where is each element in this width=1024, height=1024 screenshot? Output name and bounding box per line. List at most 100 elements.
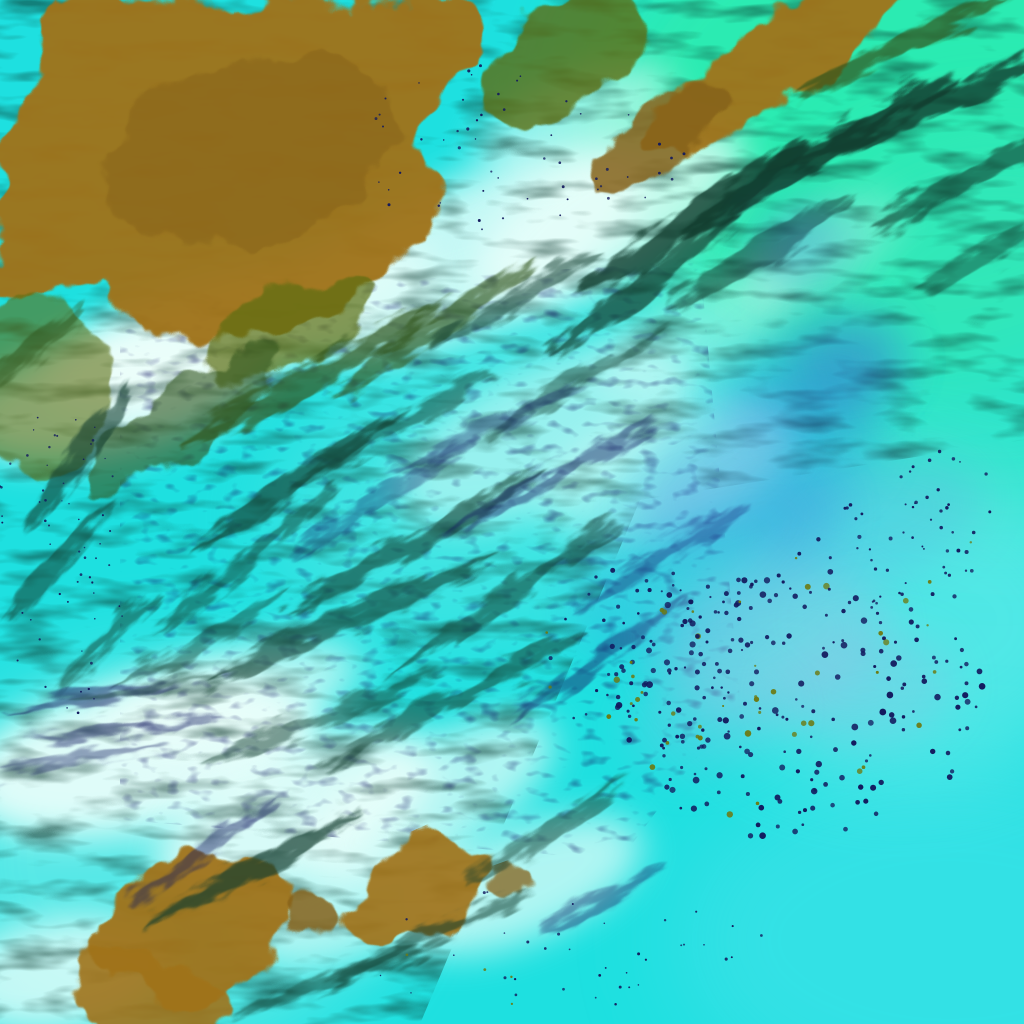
speckle-dot: [789, 587, 792, 590]
speckle-dot: [632, 704, 635, 708]
speckle-dot: [16, 659, 19, 662]
speckle-dot: [627, 714, 632, 719]
speckle-dot: [779, 764, 786, 771]
speckle-dot: [83, 556, 87, 559]
speckle-dot: [945, 549, 950, 553]
dark-streak: [148, 810, 362, 926]
speckle-dot: [786, 633, 792, 639]
speckle-dot: [856, 768, 863, 774]
speckle-dot: [899, 475, 903, 479]
speckle-dot: [66, 600, 69, 603]
speckle-dot: [942, 565, 946, 569]
dark-streak: [235, 944, 425, 1016]
speckle-dot: [613, 676, 620, 683]
speckle-dot: [962, 692, 969, 699]
dark-streak: [433, 247, 607, 349]
speckle-dot: [510, 1002, 514, 1006]
speckle-dot: [669, 786, 676, 793]
speckle-dot: [857, 534, 862, 539]
speckle-dot: [934, 660, 939, 664]
speckle-dot: [101, 514, 104, 517]
speckle-dot: [41, 489, 45, 492]
speckle-dot: [713, 676, 716, 680]
speckle-dot: [104, 457, 106, 460]
speckle-dot: [783, 750, 786, 753]
speckle-dot: [664, 784, 670, 790]
speckle-dot: [888, 536, 893, 541]
speckle-dot: [988, 510, 992, 514]
speckle-dot: [675, 734, 680, 739]
speckle-dot: [851, 740, 857, 746]
speckle-dot: [607, 672, 611, 676]
speckle-dot: [687, 720, 693, 727]
speckle-dot: [875, 670, 879, 674]
speckle-dot: [811, 709, 816, 714]
speckle-dot: [662, 737, 667, 743]
speckle-dot: [646, 647, 652, 654]
speckle-dot: [755, 801, 760, 806]
speckle-dot: [914, 500, 918, 505]
dark-streak: [156, 482, 344, 634]
speckle-dot: [814, 670, 820, 676]
dark-streak: [203, 554, 497, 686]
dark-streak: [913, 210, 1024, 290]
speckle-dot: [978, 682, 986, 690]
speckle-dot: [792, 593, 798, 599]
speckle-dot: [824, 613, 828, 617]
speckle-dot: [749, 681, 755, 687]
speckle-dot: [0, 485, 1, 488]
speckle-dot: [809, 735, 813, 739]
speckle-dot: [959, 461, 961, 463]
speckle-dot: [958, 728, 962, 732]
dark-streak: [533, 866, 667, 938]
speckle-dot: [911, 465, 915, 469]
speckle-dot: [753, 669, 760, 675]
speckle-dot: [841, 639, 845, 643]
speckle-dot: [936, 488, 940, 492]
speckle-dot: [969, 541, 973, 544]
speckle-dot: [62, 482, 65, 485]
speckle-dot: [497, 92, 500, 96]
speckle-dot: [781, 715, 785, 719]
speckle-dot: [770, 640, 776, 646]
speckle-dot: [594, 996, 597, 999]
speckle-dot: [680, 944, 683, 947]
speckle-dot: [860, 617, 868, 624]
speckle-dot: [893, 640, 898, 644]
speckle-dot: [964, 698, 971, 705]
speckle-dot: [688, 650, 694, 656]
speckle-dot: [860, 512, 864, 516]
dark-streak: [801, 0, 1009, 97]
speckle-dot: [689, 641, 696, 648]
speckle-dot: [965, 726, 970, 731]
speckle-dot: [863, 798, 869, 804]
dark-streak: [868, 117, 1024, 233]
speckle-dot: [763, 577, 771, 584]
speckle-dot: [405, 953, 409, 957]
speckle-dot: [889, 717, 897, 725]
speckle-dot: [722, 704, 725, 708]
speckle-dot: [587, 592, 591, 596]
speckle-dot: [946, 774, 953, 780]
speckle-dot: [545, 631, 548, 634]
speckle-dot: [926, 624, 929, 627]
speckle-dot: [693, 717, 697, 721]
speckle-dot: [908, 619, 914, 625]
speckle-dot: [90, 443, 92, 445]
speckle-dot: [666, 668, 672, 673]
speckle-dot: [78, 550, 81, 553]
dark-streak: [331, 263, 533, 397]
speckle-dot: [526, 197, 529, 200]
speckle-dot: [670, 711, 676, 716]
speckle-dot: [557, 932, 561, 936]
speckle-dot: [856, 547, 859, 550]
speckle-dot: [626, 709, 630, 713]
speckle-dot: [840, 641, 848, 649]
dark-streak: [465, 779, 625, 885]
speckle-dot: [868, 548, 872, 551]
blue-haze: [626, 667, 784, 773]
speckle-dot: [701, 744, 707, 749]
speckle-dot: [635, 588, 640, 593]
speckle-dot: [754, 664, 757, 667]
speckle-dot: [111, 475, 114, 478]
